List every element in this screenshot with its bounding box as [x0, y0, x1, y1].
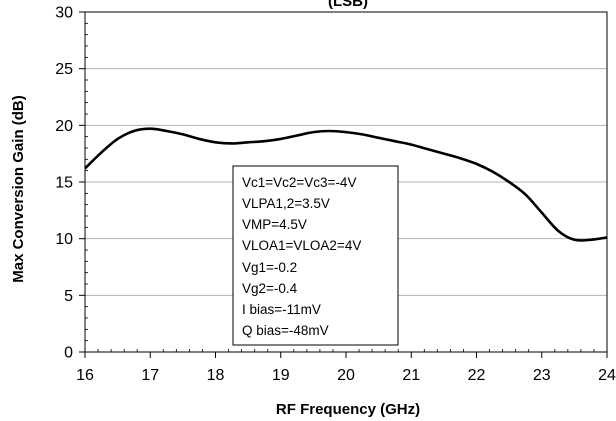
bias-line: I bias=-11mV — [242, 302, 321, 317]
x-tick-label: 17 — [141, 367, 159, 384]
y-tick-label: 30 — [55, 5, 73, 22]
y-axis-ticks: 0 5 10 15 20 25 30 — [55, 5, 85, 362]
gain-curve — [84, 127, 608, 242]
x-tick-label: 19 — [272, 367, 290, 384]
y-tick-label: 20 — [55, 118, 73, 135]
x-axis-ticks: 16 17 18 19 20 21 22 23 24 — [76, 352, 616, 384]
x-axis-title: RF Frequency (GHz) — [276, 401, 420, 418]
bias-line: VMP=4.5V — [242, 217, 307, 232]
bias-line: Vc1=Vc2=Vc3=-4V — [242, 175, 356, 190]
x-tick-label: 16 — [76, 367, 94, 384]
y-tick-label: 5 — [64, 288, 73, 305]
bias-line: VLPA1,2=3.5V — [242, 196, 330, 211]
x-tick-label: 20 — [337, 367, 355, 384]
y-tick-label: 10 — [55, 231, 73, 248]
y-axis-title: Max Conversion Gain (dB) — [10, 95, 27, 283]
y-tick-label: 25 — [55, 61, 73, 78]
y-tick-label: 15 — [55, 175, 73, 192]
bias-conditions-box: Vc1=Vc2=Vc3=-4V VLPA1,2=3.5V VMP=4.5V VL… — [232, 165, 399, 346]
x-tick-label: 18 — [207, 367, 225, 384]
bias-line: VLOA1=VLOA2=4V — [242, 238, 361, 253]
bias-line: Q bias=-48mV — [242, 323, 329, 338]
chart-title: (LSB) — [328, 0, 368, 10]
y-tick-label: 0 — [64, 345, 73, 362]
x-tick-label: 23 — [533, 367, 551, 384]
x-tick-label: 22 — [468, 367, 486, 384]
bias-line: Vg1=-0.2 — [242, 260, 297, 275]
bias-conditions-frame — [232, 165, 399, 346]
bias-line: Vg2=-0.4 — [242, 281, 298, 296]
x-tick-label: 21 — [402, 367, 420, 384]
x-tick-label: 24 — [598, 367, 616, 384]
series-layer — [84, 127, 608, 242]
